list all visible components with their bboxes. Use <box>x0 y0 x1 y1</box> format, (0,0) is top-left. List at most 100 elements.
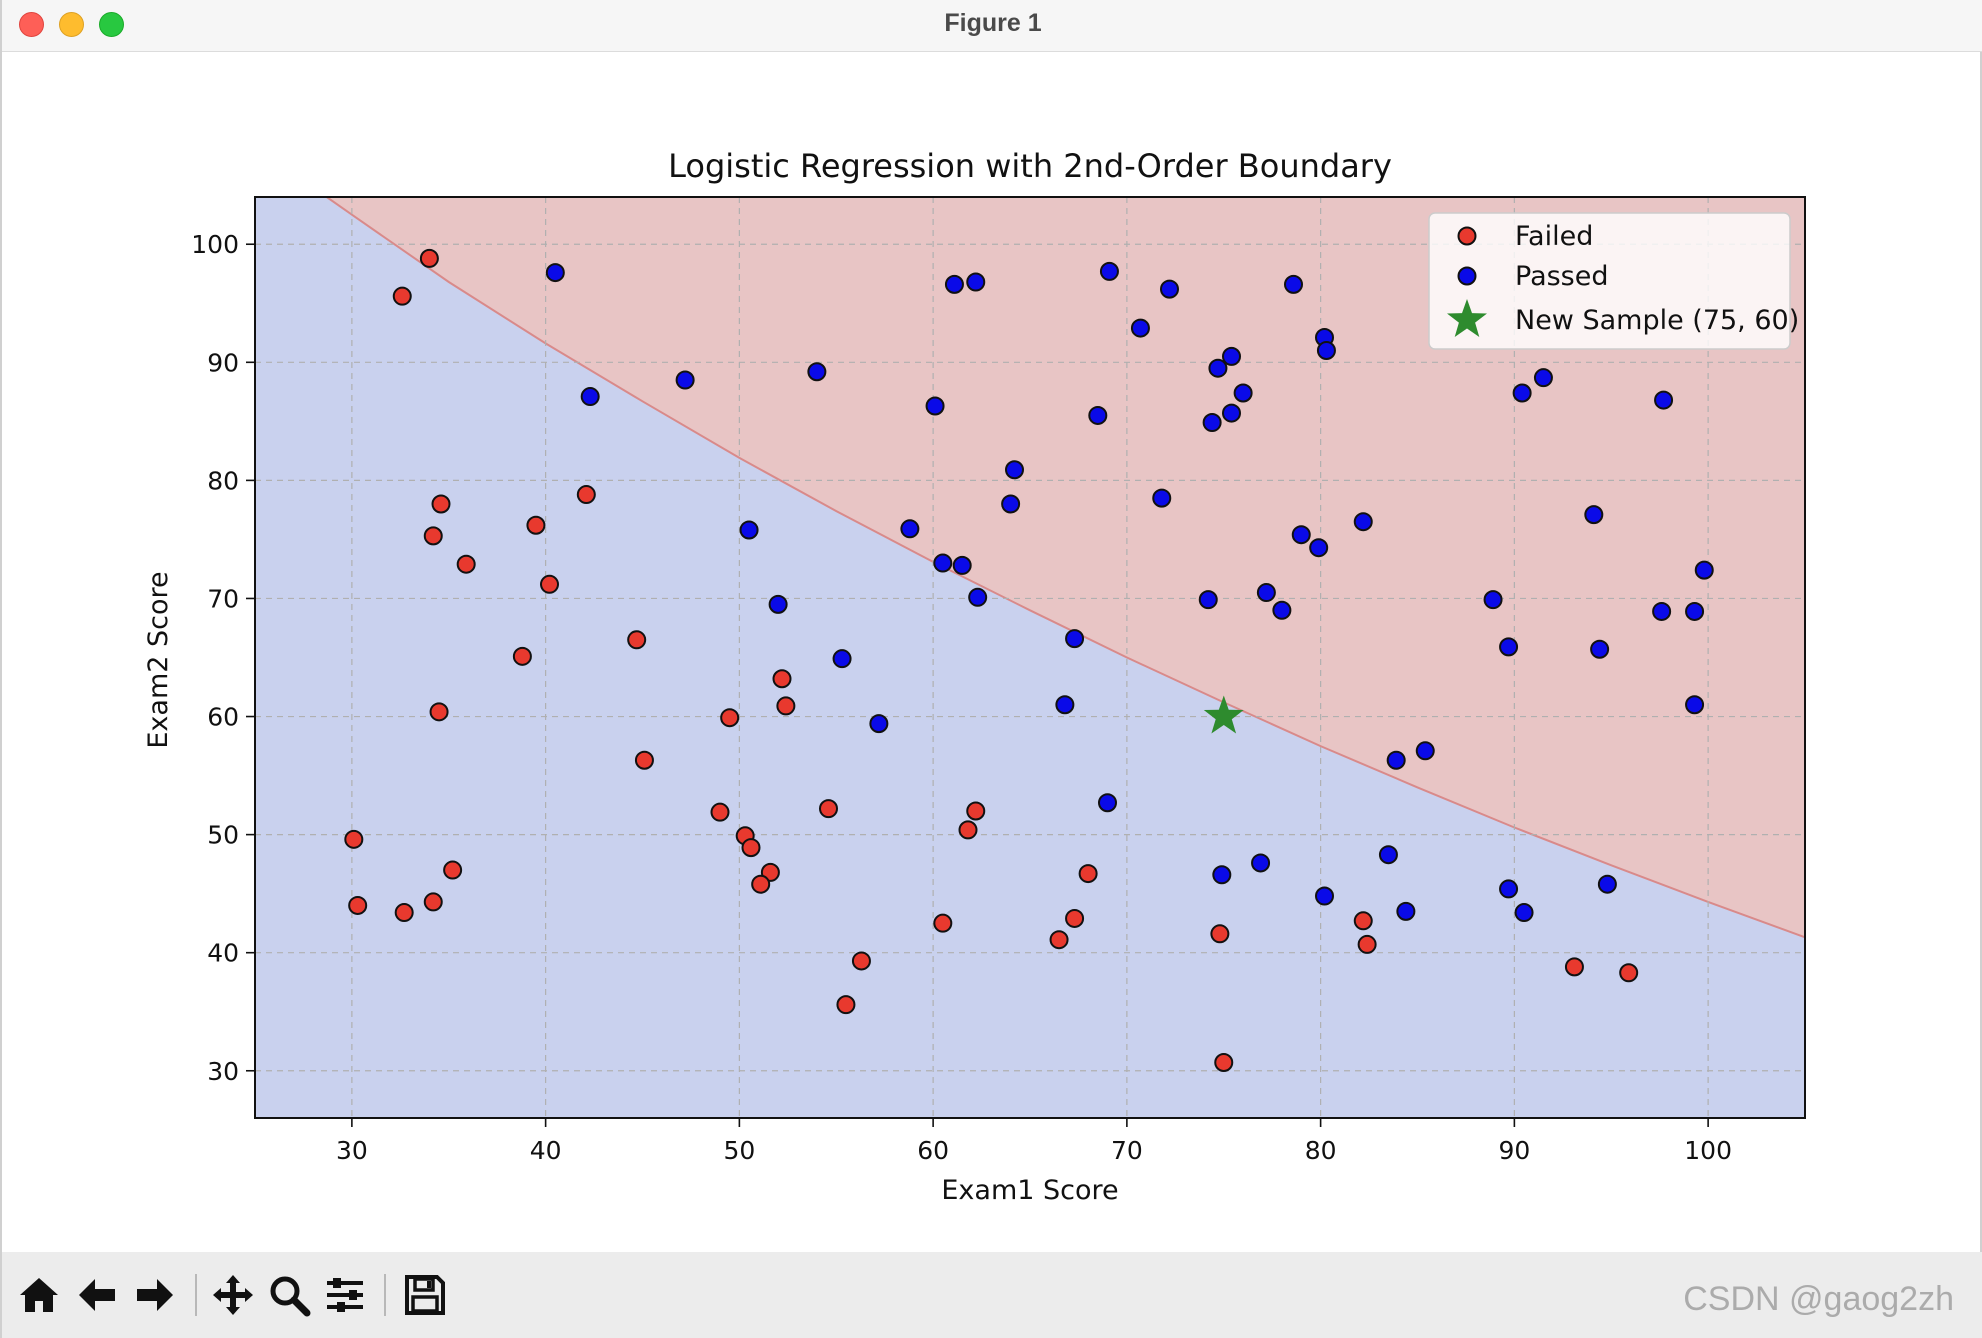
failed-point <box>1619 963 1639 983</box>
failed-point <box>776 696 796 716</box>
passed-point <box>1316 341 1336 360</box>
passed-point <box>1512 383 1532 403</box>
passed-point <box>1652 601 1672 621</box>
pan-button[interactable] <box>206 1268 260 1322</box>
close-window-button[interactable] <box>19 12 44 37</box>
y-tick-label: 40 <box>207 939 239 968</box>
passed-point <box>1483 590 1503 610</box>
passed-point <box>966 272 986 292</box>
failed-point <box>1065 908 1085 928</box>
passed-region <box>326 197 1805 938</box>
passed-point <box>1152 488 1172 508</box>
plot-area[interactable] <box>254 138 1806 1119</box>
passed-point <box>925 396 945 416</box>
back-button[interactable] <box>70 1268 124 1322</box>
failed-point <box>1210 924 1230 944</box>
passed-point <box>832 649 852 669</box>
passed-point <box>869 714 889 734</box>
passed-point <box>1098 793 1117 813</box>
failed-point <box>720 708 740 728</box>
x-axis-label: Exam1 Score <box>941 1175 1118 1206</box>
decision-boundary-line <box>326 197 1805 939</box>
passed-point <box>968 587 988 607</box>
passed-point <box>1160 279 1179 299</box>
passed-point <box>1233 383 1253 403</box>
passed-point <box>1584 505 1604 525</box>
y-tick-label: 60 <box>207 703 239 732</box>
failed-point <box>634 750 654 770</box>
passed-point <box>1272 600 1292 620</box>
passed-point <box>1099 261 1119 281</box>
data-points <box>344 248 1714 1073</box>
failed-point <box>348 895 368 915</box>
window-title: Figure 1 <box>944 9 1042 37</box>
toolbar-separator <box>195 1274 197 1316</box>
forward-button[interactable] <box>128 1268 182 1322</box>
passed-point <box>1597 874 1617 894</box>
passed-point <box>1198 590 1218 610</box>
failed-point <box>627 630 647 650</box>
y-axis-label: Exam2 Score <box>143 571 174 748</box>
zoom-magnifier-icon <box>270 1276 311 1317</box>
passed-point <box>1533 368 1553 388</box>
legend-failed-marker <box>1457 226 1477 246</box>
failed-point <box>851 951 871 971</box>
forward-arrow-icon <box>137 1279 173 1311</box>
legend-label-passed: Passed <box>1515 261 1609 292</box>
x-tick-label: 90 <box>1498 1136 1530 1165</box>
y-tick-label: 80 <box>207 466 239 495</box>
title-bar[interactable]: Figure 1 <box>2 0 1982 52</box>
failed-point <box>512 646 532 666</box>
legend: Failed Passed New Sample (75, 60) <box>1428 212 1799 350</box>
failed-point <box>431 494 451 514</box>
failed-point <box>772 669 792 689</box>
passed-point <box>1222 403 1241 423</box>
failed-point <box>1353 911 1373 931</box>
figure-canvas[interactable]: Logistic Regression with 2nd-Order Bound… <box>2 52 1982 1252</box>
legend-box <box>1428 212 1791 350</box>
home-button[interactable] <box>12 1268 66 1322</box>
failed-point <box>710 802 730 822</box>
minimize-window-button[interactable] <box>59 12 84 37</box>
scatter-chart[interactable]: Logistic Regression with 2nd-Order Bound… <box>2 52 1982 1252</box>
passed-point <box>739 520 759 540</box>
y-tick-label: 50 <box>207 821 239 850</box>
legend-label-failed: Failed <box>1515 221 1593 252</box>
toolbar-separator <box>384 1274 386 1316</box>
failed-point <box>741 838 761 858</box>
watermark-text: CSDN @gaog2zh <box>1683 1280 1954 1318</box>
passed-point <box>952 555 972 575</box>
failed-point <box>576 485 596 505</box>
passed-point <box>1694 560 1714 580</box>
x-tick-label: 40 <box>530 1136 562 1165</box>
failed-point <box>419 248 439 268</box>
passed-point <box>1202 413 1222 433</box>
failed-point <box>423 892 443 912</box>
passed-point <box>1378 845 1398 865</box>
save-button[interactable] <box>398 1268 452 1322</box>
y-tick-label: 90 <box>207 348 239 377</box>
passed-point <box>545 263 565 283</box>
failed-point <box>392 286 412 306</box>
navigation-toolbar <box>2 1252 1982 1338</box>
passed-point <box>768 594 788 614</box>
x-tick-label: 30 <box>336 1136 368 1165</box>
passed-point <box>1685 695 1705 715</box>
passed-point <box>1088 405 1108 425</box>
zoom-window-button[interactable] <box>99 12 124 37</box>
passed-point <box>1005 460 1024 480</box>
failed-point <box>1049 930 1069 950</box>
pan-move-icon <box>213 1275 253 1315</box>
x-axis: 30 40 50 60 70 80 90 100 <box>336 1118 1732 1165</box>
failed-point <box>429 702 449 722</box>
passed-point <box>1309 538 1329 558</box>
configure-subplots-button[interactable] <box>318 1268 372 1322</box>
passed-point <box>944 274 964 294</box>
zoom-button[interactable] <box>262 1268 316 1322</box>
plot-frame <box>254 196 1806 1119</box>
failed-point <box>836 995 856 1015</box>
passed-point <box>1208 358 1228 378</box>
passed-point <box>1222 346 1241 366</box>
passed-point <box>1055 695 1075 715</box>
